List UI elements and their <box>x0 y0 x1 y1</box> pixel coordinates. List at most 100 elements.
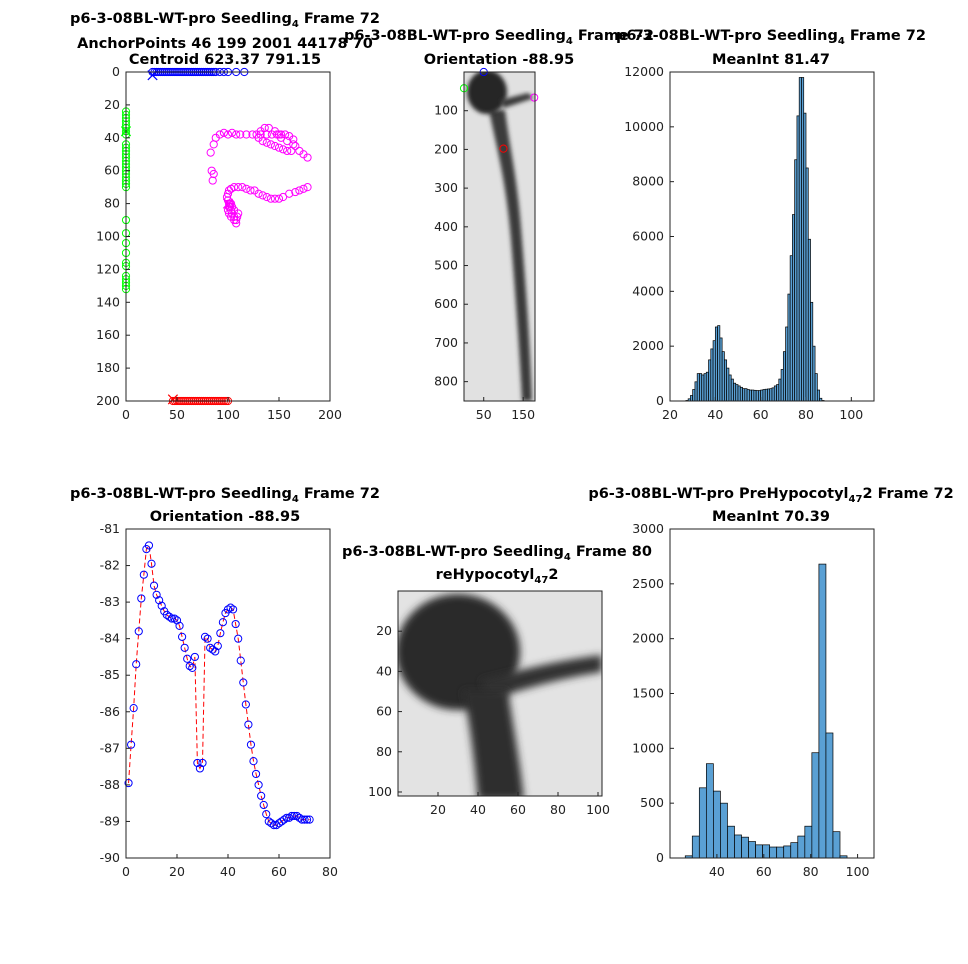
histogram-bar <box>825 732 834 859</box>
data-point <box>283 146 292 156</box>
histogram-bar <box>741 836 749 859</box>
data-point <box>236 656 245 665</box>
data-point <box>172 616 182 625</box>
histogram-prehypocotyl-panel: p6-3-08BL-WT-pro PreHypocotyl472 Frame 7… <box>588 486 953 879</box>
y-tick-label: -88 <box>100 777 120 792</box>
x-tick-label: 0 <box>122 864 130 879</box>
y-tick-label: 500 <box>434 258 458 273</box>
axes-frame <box>669 71 875 402</box>
data-point <box>242 130 251 139</box>
data-point <box>278 192 288 202</box>
seedling-image-panel: p6-3-08BL-WT-pro Seedling4 Frame 72 Orien… <box>344 28 654 422</box>
data-point <box>258 191 267 200</box>
data-point <box>208 176 217 185</box>
y-tick-label: 180 <box>96 360 120 375</box>
data-point <box>231 619 240 629</box>
y-tick-label: 12000 <box>624 64 664 79</box>
y-tick-label: 8000 <box>632 174 664 189</box>
histogram-bar <box>734 834 742 859</box>
data-point <box>262 810 271 819</box>
data-point <box>175 621 184 630</box>
y-tick-label: 1500 <box>632 686 664 701</box>
histogram-bar <box>691 835 700 859</box>
histogram-bar <box>804 825 813 859</box>
data-point <box>241 700 250 709</box>
hist2-title: p6-3-08BL-WT-pro PreHypocotyl472 Frame 7… <box>588 486 953 525</box>
data-point <box>295 186 304 195</box>
data-point <box>246 186 255 195</box>
data-point <box>195 764 205 773</box>
x-tick-label: 100 <box>839 407 863 422</box>
histogram-bar <box>713 790 721 859</box>
x-tick-label: 60 <box>756 864 772 879</box>
data-point <box>170 614 179 623</box>
data-point <box>250 186 259 195</box>
data-point <box>152 590 161 599</box>
y-tick-label: 500 <box>640 795 664 810</box>
x-tick-label: 60 <box>510 802 526 817</box>
y-tick-label: -86 <box>100 704 120 719</box>
axes-frame <box>397 590 603 797</box>
histogram-bar <box>727 825 735 859</box>
data-point <box>206 148 215 157</box>
chart-title-line: Orientation -88.95 <box>424 52 574 68</box>
x-tick-label: 50 <box>169 407 185 422</box>
y-tick-label: 10000 <box>624 119 664 134</box>
data-point <box>127 740 136 749</box>
data-point <box>280 815 289 824</box>
y-tick-label: -89 <box>100 813 120 828</box>
y-tick-label: 100 <box>96 229 120 244</box>
image1-axes: 50 150 100 200 300 400 500 600 700 800 <box>434 71 536 422</box>
data-point <box>134 627 143 636</box>
chart-title-line: p6-3-08BL-WT-pro Seedling4 Frame 72 <box>70 11 380 30</box>
data-point <box>234 634 243 643</box>
x-tick-label: 20 <box>662 407 678 422</box>
histogram-bar <box>769 846 778 859</box>
seedling-image <box>464 72 535 401</box>
x-tick-label: 40 <box>470 802 486 817</box>
x-tick-label: 150 <box>511 407 535 422</box>
data-point <box>295 813 304 822</box>
data-point <box>232 130 241 139</box>
data-point <box>227 128 237 137</box>
data-point <box>289 140 298 149</box>
data-point <box>147 559 156 568</box>
data-point <box>137 594 146 603</box>
y-tick-label: 40 <box>104 130 120 145</box>
data-point-cross <box>167 394 179 405</box>
x-tick-label: 50 <box>476 407 492 422</box>
orientation-title: p6-3-08BL-WT-pro Seedling4 Frame 72 Orien… <box>70 486 380 525</box>
hist1-axes: 20 40 60 80 100 0 2000 4000 6000 8000 10000 12000 <box>624 64 875 422</box>
y-tick-label: 6000 <box>632 229 664 244</box>
chart-title-line: p6-3-08BL-WT-pro Seedling4 Frame 72 <box>616 28 926 47</box>
axes-frame <box>463 71 536 402</box>
data-point <box>165 612 174 621</box>
data-point <box>270 141 280 151</box>
data-point <box>248 130 257 139</box>
hist1-bars <box>685 77 825 402</box>
data-point <box>219 128 229 137</box>
x-tick-label: 80 <box>803 864 819 879</box>
x-tick-label: 200 <box>318 407 342 422</box>
data-point <box>276 130 286 139</box>
data-point <box>291 187 300 197</box>
data-point <box>223 130 233 139</box>
data-point <box>229 605 238 614</box>
data-point <box>236 130 245 139</box>
hypocotyl-image <box>398 591 602 796</box>
anchor-title: p6-3-08BL-WT-pro Seedling4 Frame 72 Ancho… <box>70 11 380 68</box>
data-point <box>190 652 199 662</box>
chart-title-line: MeanInt 81.47 <box>712 52 830 68</box>
anchor-points-panel: p6-3-08BL-WT-pro Seedling4 Frame 72 Ancho… <box>70 11 380 422</box>
data-point <box>302 815 312 824</box>
data-point <box>299 184 308 193</box>
y-tick-label: 800 <box>434 374 458 389</box>
data-point <box>270 194 280 203</box>
histogram-bar <box>698 787 707 859</box>
histogram-bar <box>818 563 827 859</box>
data-point <box>244 720 253 729</box>
orientation-axes: 0 20 40 60 80 -81 -82 -83 -84 -85 -86 -87 -88 -89 -90 <box>100 521 338 879</box>
x-tick-label: 80 <box>550 802 566 817</box>
hist1-title: p6-3-08BL-WT-pro Seedling4 Frame 72 MeanI… <box>616 28 926 68</box>
